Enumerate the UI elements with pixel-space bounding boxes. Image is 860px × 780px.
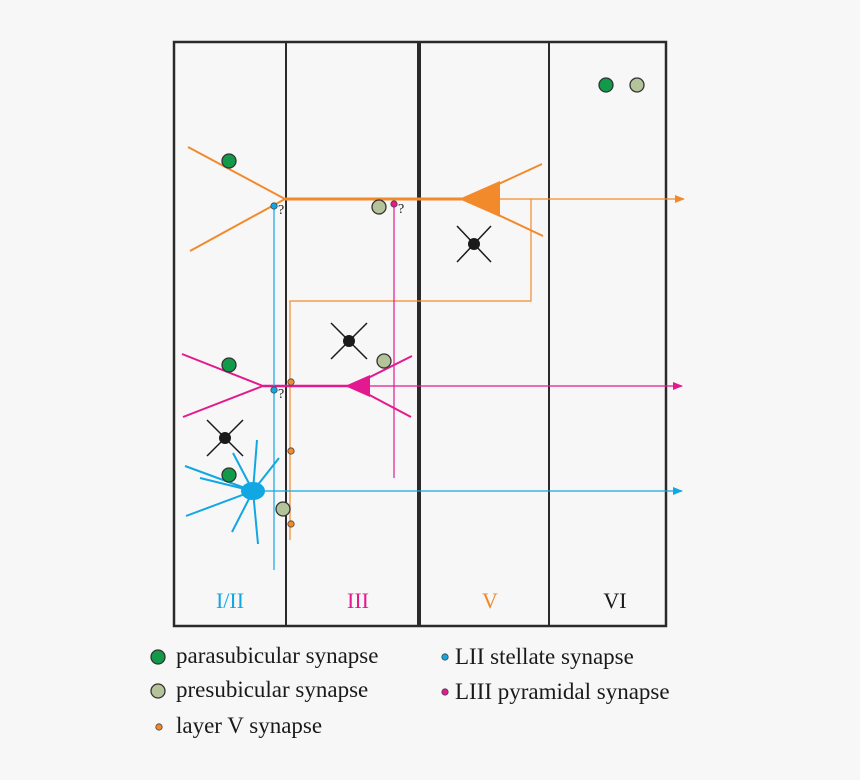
stellate-dendrite-3 xyxy=(185,490,254,517)
layer-v-pyramidal-neuron xyxy=(187,146,685,540)
question-mark: ? xyxy=(278,387,284,402)
legend-parasubicular-icon xyxy=(150,649,166,665)
layer-label-vi: VI xyxy=(603,588,626,613)
layer-v-soma xyxy=(459,181,500,217)
stellate-dendrite-1 xyxy=(184,465,254,492)
lii-stellate-synapse xyxy=(270,386,278,394)
interneuron-1 xyxy=(456,225,492,263)
interneuron-3 xyxy=(206,419,244,457)
layer-v-axon-collateral xyxy=(289,199,532,540)
liii-dendrite-upper xyxy=(181,353,264,387)
liii-basal-dendrite-lower xyxy=(361,390,412,418)
liii-dendrite-lower xyxy=(182,385,264,418)
liii-basal-dendrite-upper xyxy=(361,355,413,382)
liii-pyramidal-neuron xyxy=(181,204,683,478)
question-mark: ? xyxy=(398,202,404,217)
interneuron-2 xyxy=(330,322,368,360)
legend-lii-stellate-label: LII stellate synapse xyxy=(455,644,634,669)
layer-v-dendrite-upper xyxy=(187,146,286,200)
lii-stellate-synapse xyxy=(270,202,278,210)
layer-columns xyxy=(172,40,668,628)
parasubicular-synapse xyxy=(221,467,237,483)
layer-label-iii: III xyxy=(347,588,369,613)
legend-lii-stellate-icon xyxy=(441,653,449,661)
layer-label-v: V xyxy=(482,588,498,613)
layer-v-synapse xyxy=(287,447,295,455)
legend-liii-pyramidal-icon xyxy=(441,688,449,696)
presubicular-synapse xyxy=(275,501,291,517)
legend-presubicular-label: presubicular synapse xyxy=(176,677,368,702)
parasubicular-synapse xyxy=(221,153,237,169)
legend-layer-v-label: layer V synapse xyxy=(176,713,322,738)
layer-label-i-ii: I/II xyxy=(216,588,244,613)
legend-presubicular-icon xyxy=(150,683,166,699)
liii-pyramidal-synapse xyxy=(390,200,398,208)
presubicular-synapse xyxy=(376,353,392,369)
parasubicular-synapse xyxy=(221,357,237,373)
presubicular-synapse xyxy=(371,199,387,215)
legend-layer-v-icon xyxy=(155,723,163,731)
presubicular-synapse xyxy=(629,77,645,93)
legend-liii-pyramidal-label: LIII pyramidal synapse xyxy=(455,679,670,704)
parasubicular-synapse xyxy=(598,77,614,93)
legend: parasubicular synapse presubicular synap… xyxy=(150,643,670,738)
legend-parasubicular-label: parasubicular synapse xyxy=(176,643,378,668)
question-mark: ? xyxy=(278,203,284,218)
stellate-soma xyxy=(241,482,265,500)
lii-stellate-neuron xyxy=(184,206,683,570)
layer-v-dendrite-lower xyxy=(189,198,286,252)
layer-v-synapse xyxy=(287,520,295,528)
layer-v-synapse xyxy=(287,378,295,386)
liii-soma xyxy=(345,375,370,397)
